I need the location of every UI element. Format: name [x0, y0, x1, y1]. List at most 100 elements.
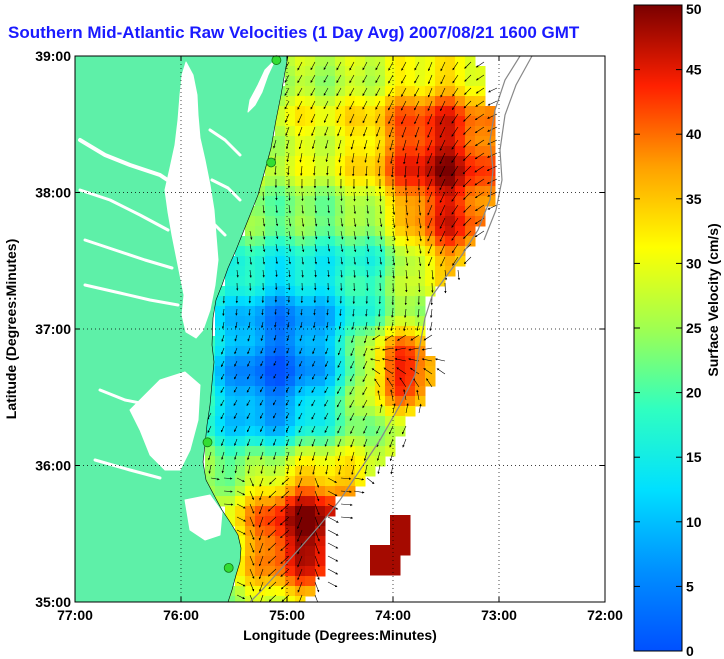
velocity-arrow: [249, 568, 255, 579]
velocity-cell: [285, 356, 296, 367]
velocity-cell: [325, 436, 336, 447]
velocity-arrow: [487, 139, 498, 145]
velocity-cell: [285, 256, 296, 267]
velocity-cell: [335, 86, 346, 97]
velocity-arrow: [388, 87, 394, 97]
velocity-arrow: [429, 321, 433, 332]
velocity-cell: [345, 256, 356, 267]
velocity-arrow: [287, 308, 290, 316]
velocity-cell: [365, 156, 376, 167]
velocity-cell: [275, 296, 286, 307]
velocity-cell: [395, 386, 406, 397]
velocity-arrow: [280, 542, 290, 551]
velocity-cell: [385, 76, 396, 87]
velocity-arrow: [349, 61, 355, 71]
velocity-cell: [295, 176, 306, 187]
velocity-arrow: [301, 230, 305, 240]
velocity-cell: [335, 376, 346, 387]
velocity-arrow: [474, 139, 485, 147]
velocity-arrow: [327, 204, 330, 214]
velocity-cell: [255, 326, 266, 337]
velocity-cell: [365, 86, 376, 97]
velocity-cell: [235, 356, 246, 367]
velocity-cell: [425, 286, 436, 297]
velocity-cell: [335, 446, 346, 457]
velocity-cell: [355, 386, 366, 397]
velocity-cell: [325, 286, 336, 297]
velocity-arrow: [258, 503, 264, 515]
velocity-arrow: [416, 389, 420, 401]
velocity-arrow: [475, 100, 485, 107]
velocity-arrow: [366, 256, 370, 265]
velocity-arrow: [298, 126, 303, 137]
velocity-arrow: [366, 204, 370, 214]
velocity-arrow: [234, 451, 238, 460]
velocity-arrow: [338, 334, 342, 343]
velocity-cell: [405, 236, 416, 247]
velocity-cell: [285, 536, 296, 547]
velocity-arrow: [298, 438, 303, 447]
velocity-cell: [325, 106, 336, 117]
velocity-cell: [395, 316, 406, 327]
velocity-arrow: [390, 464, 394, 475]
velocity-cell: [255, 216, 266, 227]
velocity-cell: [475, 96, 486, 107]
velocity-cell: [395, 266, 406, 277]
velocity-arrow: [298, 425, 303, 433]
velocity-arrow: [474, 178, 485, 186]
velocity-arrow: [340, 217, 344, 227]
velocity-cell: [215, 446, 226, 457]
velocity-cell: [315, 346, 326, 357]
velocity-cell: [265, 546, 276, 557]
velocity-cell: [255, 246, 266, 257]
velocity-arrow: [273, 451, 277, 460]
velocity-cell: [415, 326, 426, 337]
velocity-cell: [295, 426, 306, 437]
velocity-cell: [415, 96, 426, 107]
velocity-arrow: [379, 230, 383, 240]
velocity-cell: [275, 556, 286, 567]
velocity-arrow: [430, 308, 433, 318]
velocity-arrow: [340, 191, 343, 202]
velocity-arrow: [353, 230, 357, 240]
velocity-arrow: [366, 191, 369, 202]
velocity-cell: [315, 96, 326, 107]
velocity-cell: [305, 196, 316, 207]
velocity-cell: [445, 216, 456, 227]
velocity-cell: [205, 406, 216, 417]
velocity-cell: [315, 136, 326, 147]
velocity-cell: [315, 396, 326, 407]
velocity-cell: [475, 196, 486, 207]
velocity-cell: [255, 266, 266, 277]
velocity-arrow: [222, 308, 225, 317]
velocity-arrow: [249, 594, 254, 602]
velocity-cell: [315, 186, 326, 197]
velocity-cell: [315, 406, 326, 417]
velocity-cell: [285, 416, 296, 427]
velocity-cell: [275, 176, 286, 187]
velocity-arrow: [350, 360, 355, 369]
velocity-arrow: [310, 87, 316, 96]
velocity-cell: [345, 126, 356, 137]
station-marker: [223, 562, 234, 573]
velocity-cell: [375, 216, 386, 227]
velocity-cell: [335, 316, 346, 327]
velocity-cell: [285, 566, 296, 577]
velocity-cell: [375, 426, 386, 437]
velocity-cell: [295, 166, 306, 177]
velocity-cell: [275, 236, 286, 247]
velocity-cell: [475, 206, 486, 217]
velocity-cell: [415, 286, 426, 297]
velocity-cell: [245, 596, 256, 602]
velocity-arrow: [451, 113, 459, 124]
velocity-cell: [365, 426, 376, 437]
velocity-cell: [325, 176, 336, 187]
velocity-arrow: [439, 126, 446, 138]
velocity-cell: [285, 316, 296, 327]
velocity-cell: [275, 186, 286, 197]
velocity-cell: [375, 116, 386, 127]
velocity-cell: [225, 496, 236, 507]
velocity-arrow: [286, 152, 290, 163]
velocity-cell: [225, 366, 236, 377]
velocity-arrow: [249, 542, 255, 553]
